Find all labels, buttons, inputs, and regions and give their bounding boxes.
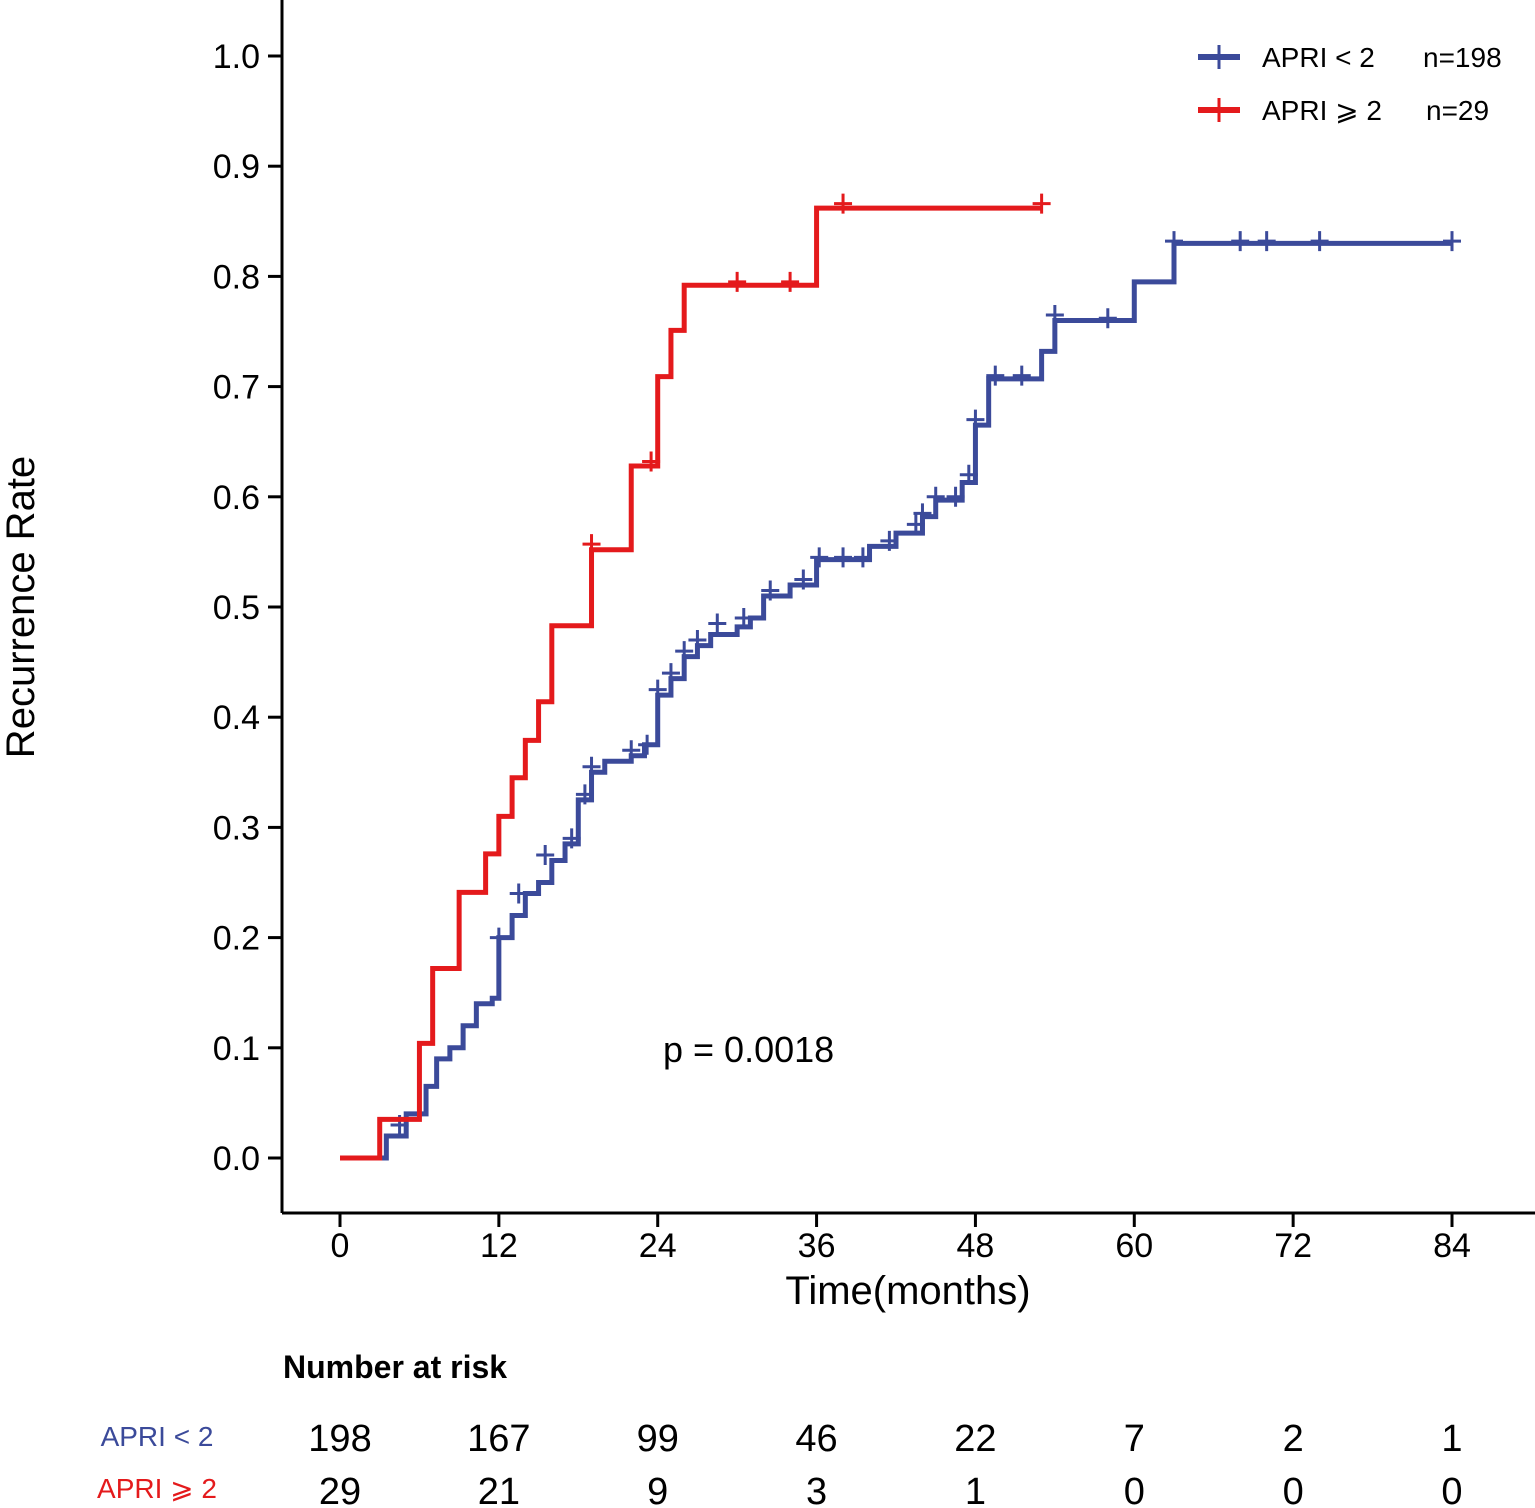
y-tick-label-1: 0.1 bbox=[213, 1030, 260, 1068]
y-tick-label-5: 0.5 bbox=[213, 589, 260, 627]
y-tick-label-7: 0.7 bbox=[213, 369, 260, 407]
censor-mark-0-24 bbox=[946, 486, 965, 507]
risk-value-1-7: 0 bbox=[1441, 1471, 1462, 1508]
legend: APRI < 2 n=198 APRI ⩾ 2 n=29 bbox=[1198, 42, 1502, 126]
risk-value-1-5: 0 bbox=[1124, 1471, 1145, 1508]
censor-mark-0-22 bbox=[913, 503, 932, 524]
censor-mark-1-4 bbox=[834, 193, 853, 214]
censor-mark-0-33 bbox=[1257, 231, 1276, 252]
legend-label-apri-high: APRI ⩾ 2 bbox=[1262, 95, 1382, 126]
censor-mark-0-10 bbox=[661, 663, 680, 684]
x-tick-label-4: 48 bbox=[957, 1227, 995, 1265]
y-tick-label-2: 0.2 bbox=[213, 920, 260, 958]
x-tick-label-5: 60 bbox=[1115, 1227, 1153, 1265]
censor-mark-0-9 bbox=[648, 679, 667, 700]
censor-mark-0-8 bbox=[638, 734, 657, 755]
censor-mark-0-12 bbox=[688, 630, 707, 651]
censor-mark-0-25 bbox=[959, 464, 978, 485]
risk-value-1-4: 1 bbox=[965, 1471, 986, 1508]
risk-value-0-2: 99 bbox=[637, 1418, 679, 1460]
censor-mark-0-21 bbox=[906, 514, 925, 535]
censor-mark-0-1 bbox=[489, 927, 508, 948]
risk-row-label-apri-high: APRI ⩾ 2 bbox=[97, 1473, 217, 1504]
censor-mark-0-7 bbox=[622, 740, 641, 761]
censor-mark-0-4 bbox=[562, 828, 581, 849]
censor-mark-0-35 bbox=[1443, 231, 1461, 252]
x-tick-label-2: 24 bbox=[639, 1227, 677, 1265]
risk-value-0-3: 46 bbox=[795, 1418, 837, 1460]
legend-entry-apri-high: APRI ⩾ 2 n=29 bbox=[1198, 95, 1489, 126]
risk-value-0-6: 2 bbox=[1283, 1418, 1304, 1460]
risk-value-0-1: 167 bbox=[467, 1418, 530, 1460]
risk-row-label-apri-low: APRI < 2 bbox=[101, 1421, 214, 1452]
series-line-1 bbox=[340, 205, 1042, 1161]
censor-mark-0-6 bbox=[582, 756, 601, 777]
risk-value-1-2: 9 bbox=[647, 1471, 668, 1508]
curves bbox=[340, 193, 1461, 1161]
censor-mark-1-5 bbox=[1032, 193, 1051, 214]
risk-value-0-0: 198 bbox=[308, 1418, 371, 1460]
risk-value-0-4: 22 bbox=[954, 1418, 996, 1460]
censor-mark-0-17 bbox=[810, 547, 829, 568]
y-axis-title: Recurrence Rate bbox=[0, 456, 43, 758]
legend-n-apri-low: n=198 bbox=[1423, 42, 1502, 73]
x-axis-title: Time(months) bbox=[785, 1269, 1030, 1313]
censor-mark-0-5 bbox=[575, 784, 594, 805]
risk-value-1-3: 3 bbox=[806, 1471, 827, 1508]
x-ticks: 0 12 24 36 48 60 72 84 bbox=[331, 1213, 1471, 1265]
censor-mark-0-27 bbox=[986, 365, 1005, 386]
censor-mark-0-19 bbox=[853, 547, 872, 568]
legend-entry-apri-low: APRI < 2 n=198 bbox=[1198, 42, 1502, 73]
x-tick-label-3: 36 bbox=[798, 1227, 836, 1265]
censor-mark-0-31 bbox=[1165, 231, 1183, 252]
x-tick-label-1: 12 bbox=[480, 1227, 518, 1265]
risk-value-1-0: 29 bbox=[319, 1471, 361, 1508]
censor-mark-1-3 bbox=[781, 271, 800, 292]
x-tick-label-6: 72 bbox=[1274, 1227, 1312, 1265]
risk-value-0-5: 7 bbox=[1124, 1418, 1145, 1460]
censor-mark-0-28 bbox=[1012, 365, 1031, 386]
censor-mark-1-0 bbox=[582, 534, 601, 555]
censor-mark-0-18 bbox=[834, 547, 853, 568]
censor-mark-0-30 bbox=[1098, 308, 1117, 329]
censor-mark-0-32 bbox=[1231, 231, 1250, 252]
series-line-0 bbox=[340, 240, 1452, 1161]
y-tick-label-0: 0.0 bbox=[213, 1140, 260, 1178]
censor-mark-0-15 bbox=[761, 580, 780, 601]
x-tick-label-7: 84 bbox=[1433, 1227, 1471, 1265]
censor-mark-0-26 bbox=[966, 409, 985, 430]
y-tick-label-6: 0.6 bbox=[213, 479, 260, 517]
risk-value-1-6: 0 bbox=[1283, 1471, 1304, 1508]
censor-mark-1-1 bbox=[642, 451, 661, 472]
y-tick-label-3: 0.3 bbox=[213, 809, 260, 847]
risk-table-title: Number at risk bbox=[283, 1349, 507, 1385]
censor-mark-0-14 bbox=[734, 608, 753, 629]
censor-mark-0-16 bbox=[794, 569, 813, 590]
legend-label-apri-low: APRI < 2 bbox=[1262, 42, 1375, 73]
x-tick-label-0: 0 bbox=[331, 1227, 350, 1265]
legend-n-apri-high: n=29 bbox=[1426, 95, 1489, 126]
y-tick-label-8: 0.8 bbox=[213, 258, 260, 296]
censor-mark-1-2 bbox=[728, 271, 747, 292]
y-ticks: 0.0 0.1 0.2 0.3 0.4 0.5 0.6 0.7 0.8 0.9 1.0 bbox=[213, 38, 282, 1178]
risk-value-1-1: 21 bbox=[478, 1471, 520, 1508]
censor-mark-0-34 bbox=[1310, 231, 1329, 252]
risk-table-values: 198 167 99 46 22 7 2 129 21 9 3 1 0 0 0 bbox=[308, 1418, 1462, 1508]
censor-mark-0-11 bbox=[675, 641, 694, 662]
censor-mark-0-13 bbox=[708, 613, 727, 634]
censor-mark-0-3 bbox=[536, 844, 555, 865]
risk-value-0-7: 1 bbox=[1441, 1418, 1462, 1460]
censor-mark-0-20 bbox=[880, 530, 899, 551]
censor-mark-0-23 bbox=[926, 486, 945, 507]
y-tick-label-9: 0.9 bbox=[213, 148, 260, 186]
y-tick-label-4: 0.4 bbox=[213, 699, 260, 737]
censor-mark-0-29 bbox=[1045, 304, 1064, 325]
p-value-annotation: p = 0.0018 bbox=[663, 1029, 834, 1070]
axes bbox=[280, 0, 1535, 1215]
y-tick-label-10: 1.0 bbox=[213, 38, 260, 76]
censor-mark-0-2 bbox=[509, 883, 528, 904]
